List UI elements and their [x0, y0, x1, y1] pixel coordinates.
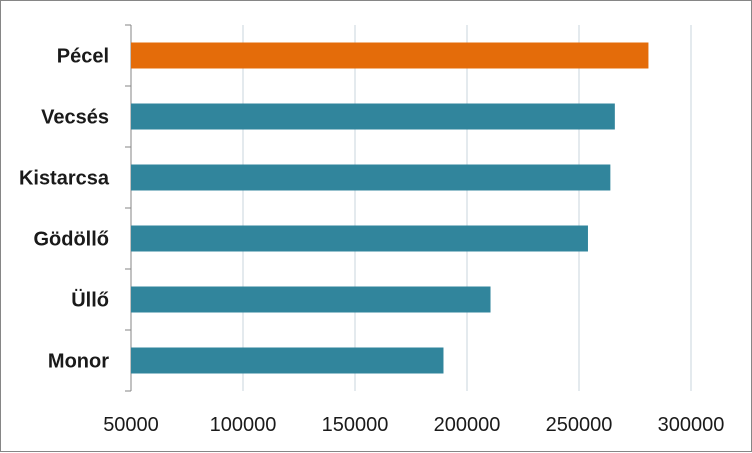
category-label: Monor — [48, 351, 109, 373]
bar-3 — [131, 164, 611, 191]
bar-1 — [131, 42, 649, 69]
x-tick-label: 150000 — [322, 414, 389, 436]
bar-2 — [131, 103, 615, 130]
category-label: Pécel — [57, 46, 109, 68]
category-label: Vecsés — [41, 107, 109, 129]
category-label: Üllő — [71, 289, 109, 312]
category-label: Kistarcsa — [19, 168, 110, 190]
x-tick-label: 50000 — [103, 414, 159, 436]
bar-4 — [131, 225, 588, 252]
x-tick-label: 300000 — [658, 414, 725, 436]
x-tick-label: 250000 — [546, 414, 613, 436]
x-tick-label: 100000 — [210, 414, 277, 436]
bar-6 — [131, 347, 444, 374]
category-label: Gödöllő — [33, 229, 109, 251]
x-tick-label: 200000 — [434, 414, 501, 436]
bar-5 — [131, 286, 491, 313]
